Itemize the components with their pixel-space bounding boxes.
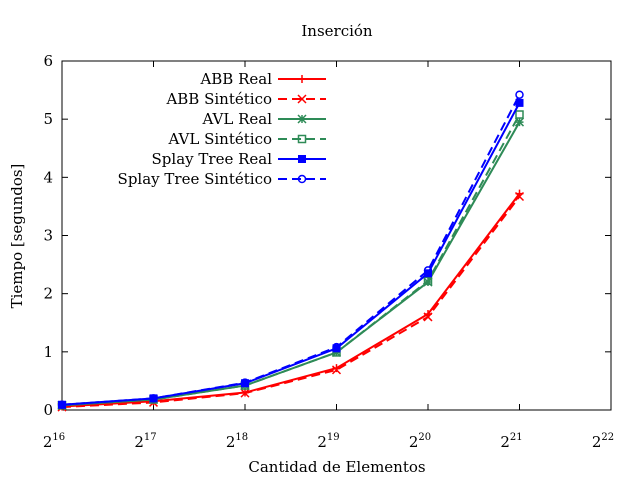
data-point	[331, 365, 342, 375]
series-line	[61, 195, 521, 409]
series-line	[61, 94, 521, 406]
series-layer	[57, 90, 525, 412]
y-tick-label: 3	[43, 227, 53, 245]
x-tick-base: 2	[317, 433, 327, 451]
series-4	[58, 98, 524, 409]
data-point	[57, 400, 67, 410]
legend-marker	[297, 94, 307, 104]
data-point	[332, 342, 341, 352]
series-line	[61, 102, 521, 406]
x-tick-base: 2	[409, 433, 419, 451]
data-point	[515, 110, 524, 119]
data-point	[515, 90, 524, 99]
data-point	[514, 117, 525, 127]
data-point	[240, 388, 250, 398]
data-point	[514, 191, 525, 202]
legend-label: AVL Sintético	[167, 130, 272, 148]
x-tick-exponent: 18	[235, 432, 248, 443]
data-point	[423, 266, 433, 275]
x-axis-label: Cantidad de Elementos	[248, 458, 425, 476]
legend-label: ABB Real	[199, 70, 272, 88]
legend-label: Splay Tree Sintético	[118, 170, 272, 188]
x-tick-exponent: 22	[601, 432, 614, 443]
y-tick-label: 6	[43, 52, 53, 70]
legend-marker	[298, 155, 306, 163]
x-tick-label: 217	[134, 432, 156, 451]
x-tick-exponent: 21	[510, 432, 523, 443]
chart-title: Inserción	[301, 22, 373, 40]
series-line	[61, 114, 521, 407]
x-tick-exponent: 16	[52, 432, 65, 443]
x-tick-label: 218	[226, 432, 248, 451]
x-tick-exponent: 17	[144, 432, 157, 443]
data-point	[423, 276, 433, 286]
x-tick-exponent: 19	[327, 432, 340, 443]
y-tick-label: 4	[43, 168, 53, 186]
series-line	[61, 121, 521, 407]
data-point	[240, 378, 250, 387]
series-line	[61, 193, 521, 408]
legend-marker	[297, 134, 307, 144]
legend-label: ABB Sintético	[165, 90, 272, 108]
x-tick-base: 2	[226, 433, 236, 451]
legend-marker	[297, 114, 307, 124]
y-tick-label: 0	[43, 401, 53, 419]
y-tick-label: 5	[43, 110, 53, 128]
data-point	[149, 394, 158, 403]
legend: ABB Real ABB Sintético AVL Real AVL Sintéti…	[118, 70, 326, 188]
x-tick-base: 2	[134, 433, 144, 451]
data-point	[423, 312, 433, 322]
x-tick-label: 216	[43, 432, 65, 451]
x-tick-exponent: 20	[418, 432, 431, 443]
y-axis-label: Tiempo [segundos]	[8, 164, 26, 309]
plot-frame	[61, 60, 612, 411]
series-3	[57, 110, 524, 410]
legend-label: Splay Tree Real	[152, 150, 273, 168]
x-tick-label: 219	[317, 432, 339, 451]
legend-marker	[298, 75, 306, 83]
x-tick-base: 2	[592, 433, 602, 451]
x-tick-label: 221	[500, 432, 522, 451]
legend-label: AVL Real	[201, 110, 272, 128]
x-tick-label: 222	[592, 432, 614, 451]
x-tick-base: 2	[43, 433, 53, 451]
x-tick-label: 220	[409, 432, 431, 451]
series-5	[57, 90, 524, 410]
y-tick-label: 1	[43, 343, 53, 361]
x-tick-base: 2	[500, 433, 510, 451]
y-tick-label: 2	[43, 285, 53, 303]
legend-marker	[297, 174, 307, 184]
